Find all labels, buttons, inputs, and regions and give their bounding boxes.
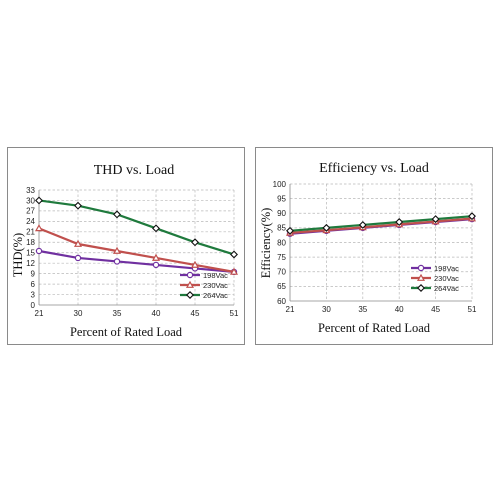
- data-point: [113, 210, 121, 219]
- legend-entry: 198Vac: [180, 271, 228, 280]
- data-point: [74, 201, 82, 210]
- legend-marker: [186, 291, 194, 299]
- legend-entry: 264Vac: [180, 291, 228, 300]
- series-line: [38, 199, 235, 256]
- data-point: [229, 267, 239, 275]
- y-axis-label: Efficiency(%): [259, 208, 273, 279]
- series-line: [289, 217, 473, 234]
- data-point: [112, 246, 122, 254]
- x-tick-label: 21: [35, 309, 44, 318]
- data-point: [322, 223, 331, 232]
- series-line: [289, 215, 473, 232]
- data-point: [152, 224, 160, 233]
- data-point: [151, 253, 161, 261]
- y-tick-label: 21: [26, 228, 35, 237]
- y-tick-label: 18: [26, 238, 35, 247]
- x-tick-label: 45: [431, 305, 440, 314]
- data-point: [73, 239, 83, 247]
- y-tick-label: 70: [277, 268, 286, 277]
- x-axis-label: Percent of Rated Load: [318, 321, 431, 335]
- y-tick-label: 85: [277, 224, 286, 233]
- y-tick-label: 3: [31, 290, 36, 299]
- data-point: [230, 250, 238, 259]
- efficiency-chart-panel: Efficiency vs. Load 60 65 70 75 80 85 90 95 100 21…: [255, 147, 493, 345]
- x-tick-label: 40: [395, 305, 404, 314]
- legend-marker: [417, 264, 425, 272]
- legend-entry: 198Vac: [411, 264, 459, 273]
- x-tick-label: 35: [358, 305, 367, 314]
- data-point: [431, 215, 440, 224]
- legend-marker: [186, 271, 194, 279]
- efficiency-chart: Efficiency vs. Load 60 65 70 75 80 85 90 95 100 21…: [259, 161, 477, 335]
- x-tick-label: 51: [468, 305, 477, 314]
- data-point: [358, 220, 367, 229]
- data-point: [395, 218, 404, 227]
- series-line: [38, 227, 235, 273]
- x-axis-label: Percent of Rated Load: [70, 325, 183, 339]
- data-point: [113, 258, 121, 265]
- x-tick-label: 35: [113, 309, 122, 318]
- y-tick-label: 27: [26, 207, 35, 216]
- y-tick-label: 30: [26, 196, 35, 205]
- thd-chart-panel: THD vs. Load 0 3 6 9 12 15 18 21 24 27 30 33 21 30 35 40…: [7, 147, 245, 345]
- y-tick-label: 80: [277, 238, 286, 247]
- y-tick-label: 60: [277, 297, 286, 306]
- y-tick-label: 24: [26, 217, 35, 226]
- legend-label: 230Vac: [203, 281, 228, 290]
- data-point: [190, 260, 200, 268]
- legend-label: 264Vac: [434, 284, 459, 293]
- legend-marker: [416, 273, 426, 281]
- data-point: [35, 247, 43, 255]
- chart-title: Efficiency vs. Load: [319, 161, 429, 176]
- legend-label: 230Vac: [434, 274, 459, 283]
- x-tick-label: 30: [74, 309, 83, 318]
- legend-label: 198Vac: [434, 264, 459, 273]
- x-tick-label: 30: [322, 305, 331, 314]
- series-line: [38, 249, 235, 273]
- x-tick-label: 45: [191, 309, 200, 318]
- y-tick-label: 95: [277, 194, 286, 203]
- y-axis-label: THD(%): [11, 233, 25, 277]
- series-264Vac: [35, 196, 238, 259]
- x-tick-label: 40: [152, 309, 161, 318]
- data-point: [152, 261, 160, 269]
- data-point: [468, 212, 476, 221]
- legend-entry: 230Vac: [180, 280, 228, 290]
- y-tick-label: 9: [31, 269, 36, 278]
- series-230Vac: [34, 224, 239, 275]
- y-tick-label: 15: [26, 249, 35, 258]
- data-point: [35, 196, 43, 205]
- y-tick-label: 65: [277, 282, 286, 291]
- y-tick-label: 6: [31, 280, 36, 289]
- legend-entry: 230Vac: [411, 273, 459, 283]
- y-tick-label: 0: [31, 301, 36, 310]
- legend-entry: 264Vac: [411, 284, 459, 293]
- series-264Vac: [286, 212, 476, 235]
- x-tick-label: 21: [286, 305, 295, 314]
- data-point: [191, 238, 199, 247]
- y-tick-label: 12: [26, 259, 35, 268]
- y-tick-label: 100: [273, 180, 287, 189]
- y-tick-label: 75: [277, 253, 286, 262]
- data-point: [74, 254, 82, 262]
- legend-label: 198Vac: [203, 271, 228, 280]
- chart-title: THD vs. Load: [94, 163, 175, 178]
- y-tick-label: 90: [277, 209, 286, 218]
- x-tick-label: 51: [230, 309, 239, 318]
- legend-marker: [185, 280, 195, 288]
- data-point: [34, 224, 44, 232]
- data-point: [286, 226, 294, 235]
- legend-marker: [417, 284, 425, 292]
- y-tick-label: 33: [26, 186, 35, 195]
- legend-label: 264Vac: [203, 291, 228, 300]
